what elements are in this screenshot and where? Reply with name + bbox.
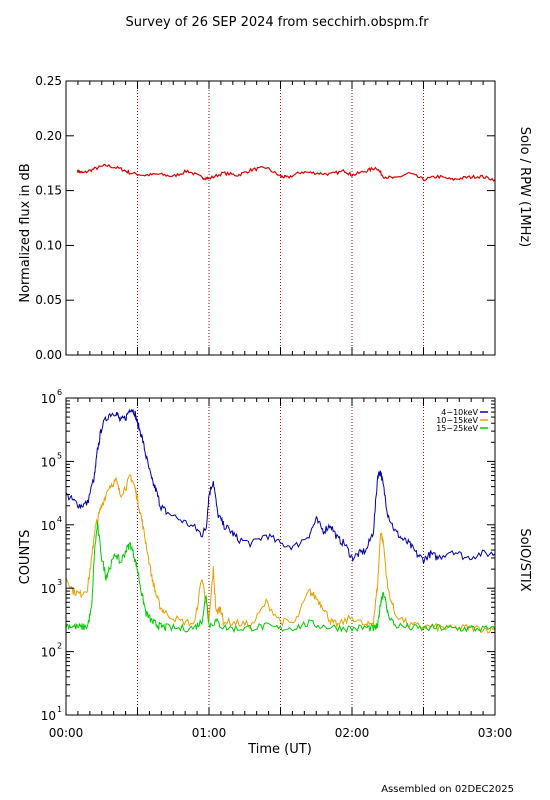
stix-y-tick-label: 10 bbox=[41, 646, 56, 660]
stix-x-axis-label: Time (UT) bbox=[247, 742, 312, 757]
rpw-side-label: Solo / RPW (1MHz) bbox=[517, 127, 532, 248]
stix-legend-label: 10−15keV bbox=[436, 416, 478, 425]
stix-y-tick-exponent: 4 bbox=[57, 515, 62, 524]
stix-series-line bbox=[65, 474, 496, 634]
stix-y-tick-label: 10 bbox=[41, 709, 56, 723]
rpw-plot-frame bbox=[65, 80, 496, 356]
stix-y-tick-exponent: 2 bbox=[57, 642, 62, 651]
rpw-y-tick-label: 0.25 bbox=[35, 74, 62, 88]
stix-plot-frame bbox=[65, 397, 496, 716]
stix-legend-label: 15−25keV bbox=[436, 424, 478, 433]
stix-y-tick-label: 10 bbox=[41, 582, 56, 596]
page-title: Survey of 26 SEP 2024 from secchirh.obsp… bbox=[125, 15, 429, 30]
rpw-panel: 0.00 0.05 0.10 0.15 0.20 0.25 Normalized flux… bbox=[18, 74, 532, 362]
rpw-y-tick-label: 0.10 bbox=[35, 238, 62, 252]
stix-y-tick-exponent: 5 bbox=[57, 451, 62, 460]
rpw-y-tick-label: 0.05 bbox=[35, 293, 62, 307]
assembled-note: Assembled on 02DEC2025 bbox=[381, 784, 514, 795]
stix-x-tick-label: 01:00 bbox=[192, 726, 227, 740]
stix-series-line bbox=[65, 408, 496, 564]
rpw-y-tick-label: 0.15 bbox=[35, 184, 62, 198]
stix-y-tick-label: 10 bbox=[41, 392, 56, 406]
rpw-y-tick-label: 0.20 bbox=[35, 129, 62, 143]
rpw-series-line bbox=[76, 163, 496, 182]
stix-y-tick-exponent: 6 bbox=[57, 388, 62, 397]
stix-y-tick-exponent: 3 bbox=[57, 578, 62, 587]
stix-y-axis-label: COUNTS bbox=[18, 530, 33, 585]
stix-x-tick-label: 03:00 bbox=[478, 726, 513, 740]
stix-x-tick-label: 02:00 bbox=[335, 726, 370, 740]
stix-y-tick-label: 10 bbox=[41, 519, 56, 533]
stix-side-label: SolO/STIX bbox=[517, 528, 532, 591]
rpw-y-tick-label: 0.00 bbox=[35, 348, 62, 362]
rpw-y-axis-label: Normalized flux in dB bbox=[18, 163, 33, 302]
stix-legend-label: 4−10keV bbox=[441, 408, 478, 417]
stix-x-tick-label: 00:00 bbox=[49, 726, 84, 740]
stix-y-tick-exponent: 1 bbox=[57, 705, 62, 714]
stix-y-tick-label: 10 bbox=[41, 455, 56, 469]
stix-series-line bbox=[65, 521, 496, 633]
